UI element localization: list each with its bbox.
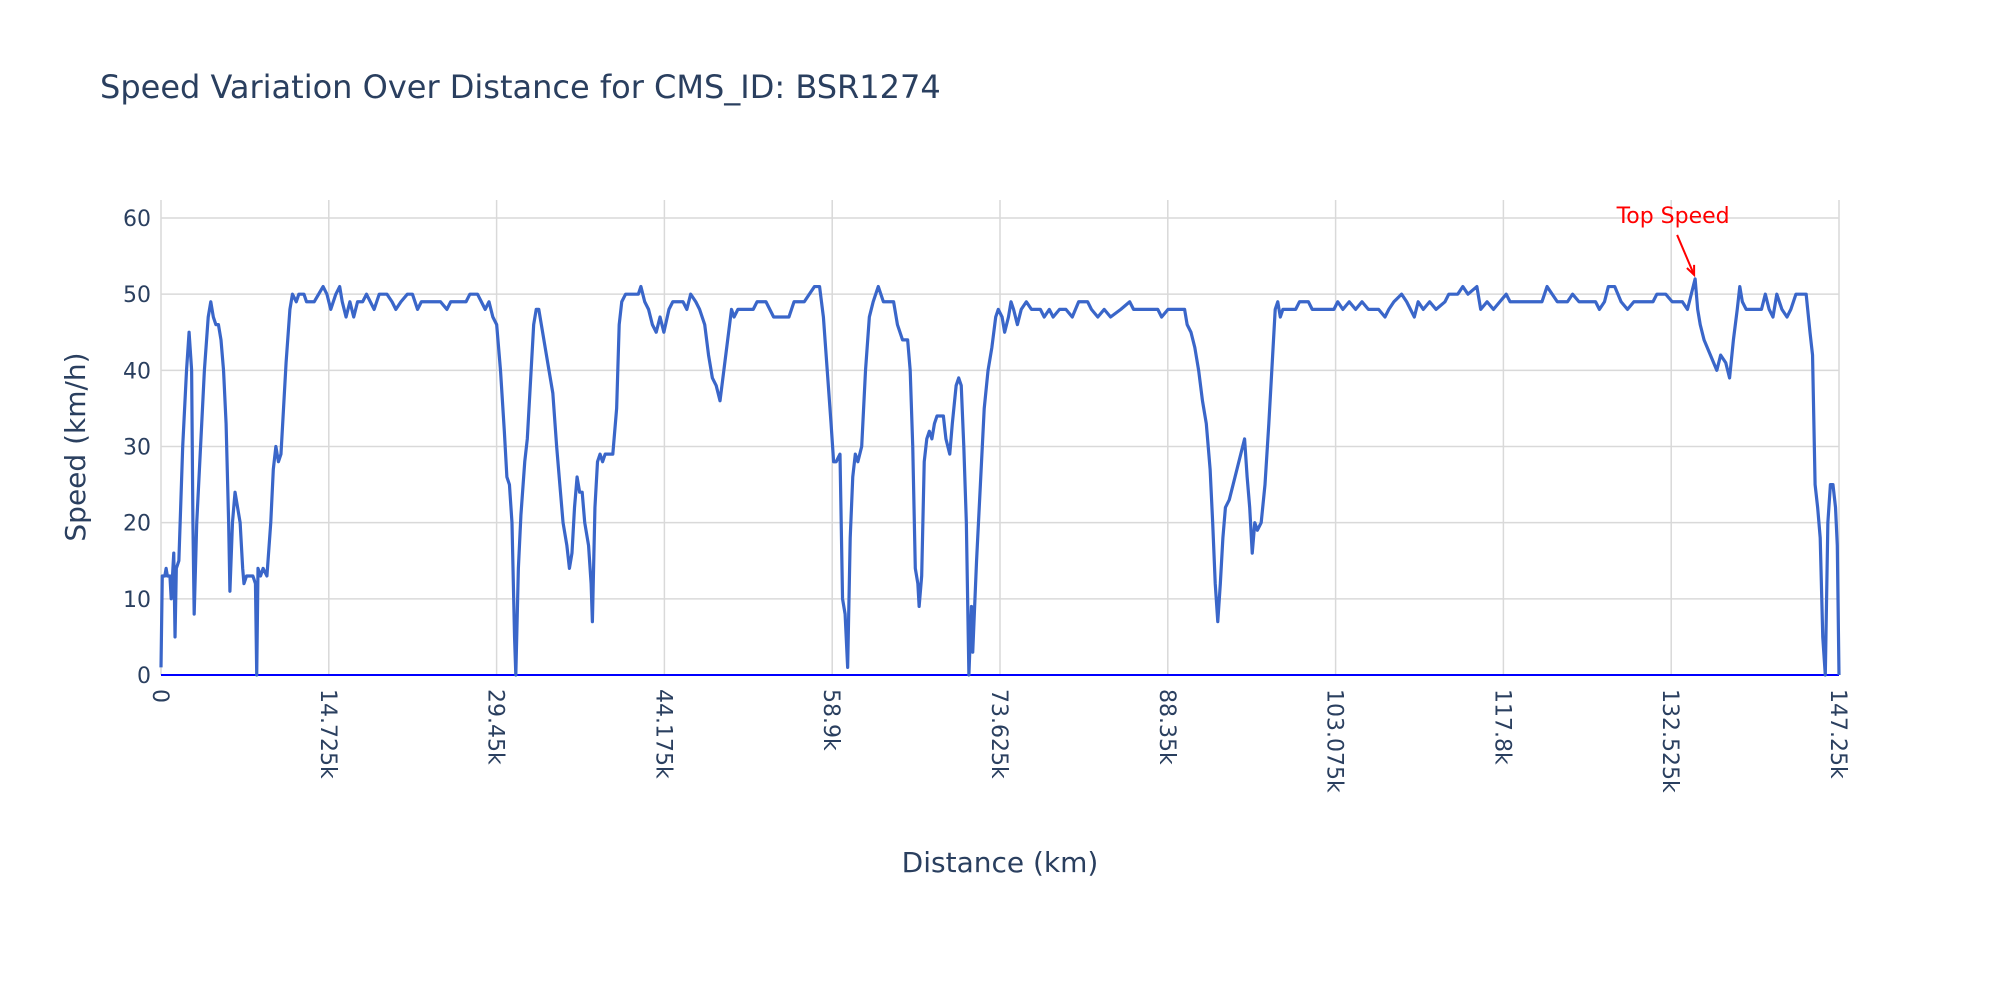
x-tick-label: 29.45k bbox=[483, 689, 508, 765]
speed-line bbox=[159, 277, 1841, 677]
x-tick-label: 14.725k bbox=[315, 689, 340, 779]
y-tick-label: 10 bbox=[123, 588, 151, 613]
y-tick-label: 50 bbox=[123, 283, 151, 308]
x-tick-label: 103.075k bbox=[1322, 689, 1347, 793]
chart-title: Speed Variation Over Distance for CMS_ID… bbox=[100, 68, 941, 106]
y-tick-label: 20 bbox=[123, 512, 151, 537]
annotation-arrowhead bbox=[1686, 264, 1696, 278]
x-axis-title: Distance (km) bbox=[902, 846, 1099, 879]
x-tick-label: 147.25k bbox=[1825, 689, 1850, 779]
y-axis-title: Speed (km/h) bbox=[59, 352, 92, 541]
annotation-arrow bbox=[1676, 234, 1696, 276]
x-tick-label: 0 bbox=[147, 689, 172, 703]
annotation-text: Top Speed bbox=[1616, 204, 1730, 229]
x-tick-label: 73.625k bbox=[986, 689, 1011, 779]
y-tick-label: 0 bbox=[137, 664, 151, 689]
y-tick-label: 30 bbox=[123, 436, 151, 461]
x-tick-label: 58.9k bbox=[818, 689, 843, 751]
x-tick-label: 88.35k bbox=[1154, 689, 1179, 765]
y-tick-label: 60 bbox=[123, 207, 151, 232]
y-tick-label: 40 bbox=[123, 359, 151, 384]
x-tick-label: 117.8k bbox=[1489, 689, 1514, 765]
x-tick-label: 44.175k bbox=[650, 689, 675, 779]
x-tick-label: 132.525k bbox=[1657, 689, 1682, 793]
